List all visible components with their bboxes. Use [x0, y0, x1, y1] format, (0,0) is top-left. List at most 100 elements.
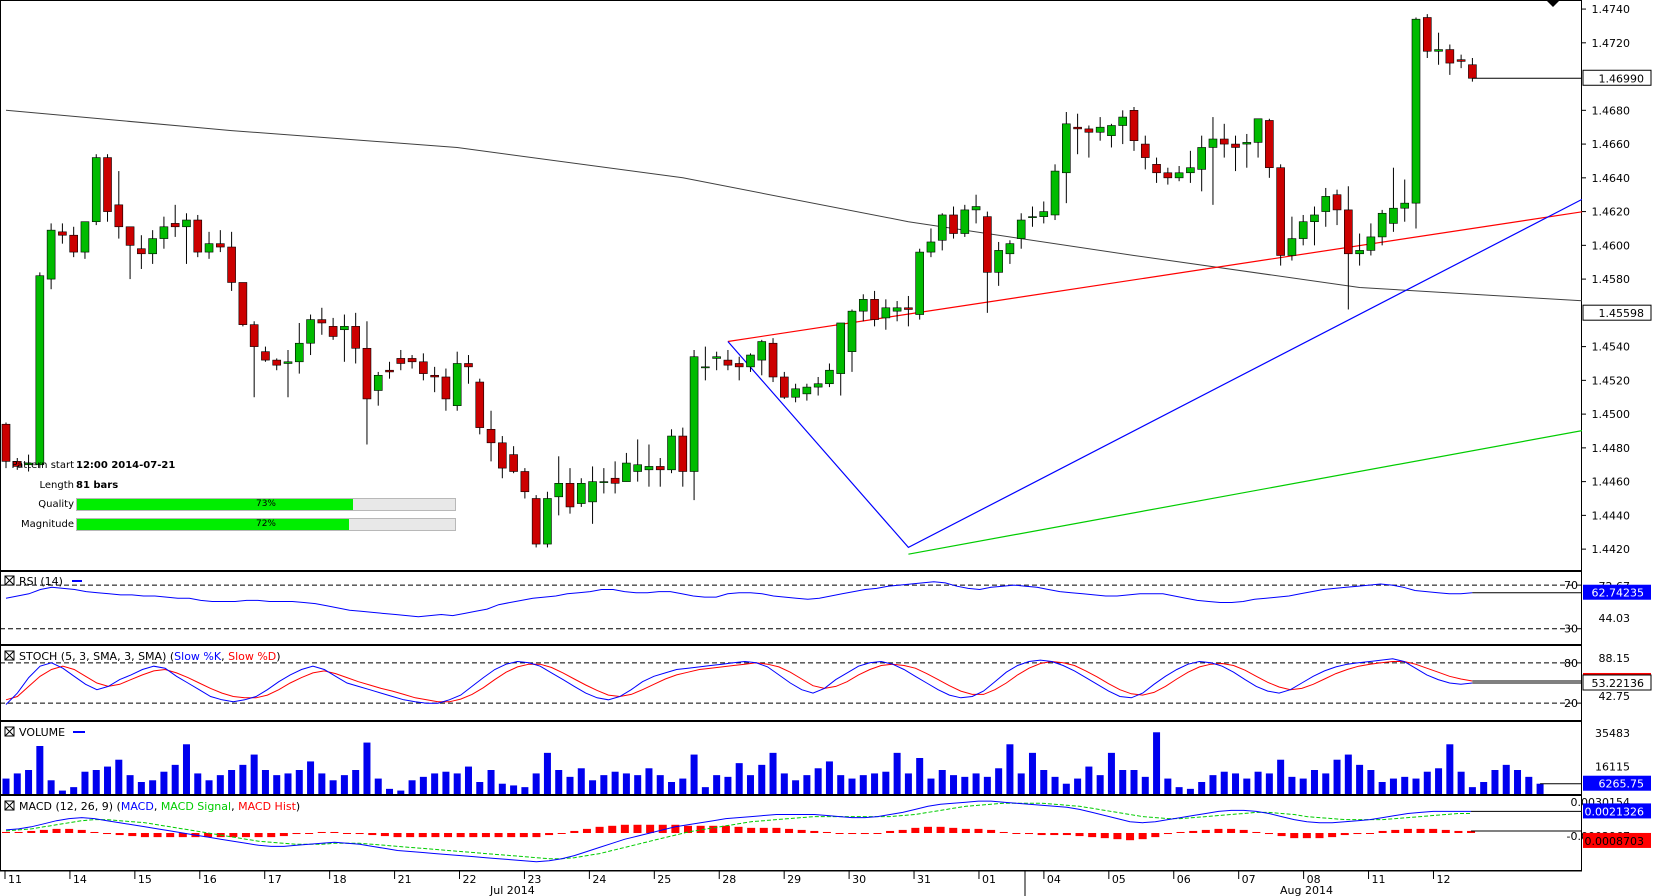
- candle-bear: [1084, 128, 1094, 133]
- time-tick-label: 15: [138, 873, 152, 886]
- macd-hist-bar: [519, 833, 528, 838]
- macd-title: MACD (12, 26, 9) (MACD, MACD Signal, MAC…: [4, 800, 300, 813]
- time-tick-label: 04: [1047, 873, 1061, 886]
- volume-pane-frame: [0, 721, 1582, 795]
- volume-bar: [228, 770, 236, 794]
- macd-hist-bar: [1366, 833, 1375, 834]
- candle-bear: [1231, 143, 1240, 148]
- candle-bear: [768, 342, 778, 378]
- macd-hist-bar: [1467, 830, 1476, 833]
- magnitude-bar-text: 72%: [255, 518, 276, 529]
- volume-pane: 35483 16115 6265.75: [2, 727, 1651, 794]
- volume-title-text: VOLUME: [19, 726, 65, 739]
- macd-hist-bar: [949, 827, 958, 833]
- candle-bear: [1265, 120, 1274, 169]
- volume-tick-label: 16115: [1595, 760, 1630, 773]
- macd-hist-bar: [1353, 833, 1362, 835]
- macd-hist-bar: [923, 826, 932, 833]
- scroll-marker-icon[interactable]: [1546, 0, 1560, 7]
- time-tick-label: 25: [657, 873, 671, 886]
- candle-bear: [69, 234, 78, 253]
- candle-bear: [114, 204, 124, 228]
- volume-bar: [1096, 775, 1104, 794]
- macd-hist-bar: [418, 833, 427, 838]
- macd-hist-bar: [848, 833, 857, 835]
- macd-hist-bar: [595, 826, 604, 833]
- candle-bull: [1186, 167, 1195, 174]
- macd-line-label: MACD: [121, 800, 154, 813]
- volume-bar: [1367, 770, 1375, 794]
- macd-hist-bar: [456, 833, 465, 838]
- macd-hist-bar: [658, 824, 667, 833]
- candle-bear: [227, 246, 236, 283]
- candle-bear: [170, 223, 180, 228]
- macd-hist-bar: [39, 829, 48, 833]
- price-pane-frame: [0, 0, 1582, 571]
- time-tick-label: 22: [463, 873, 477, 886]
- candle-bull: [1310, 214, 1319, 223]
- macd-hist-bar: [734, 826, 743, 833]
- macd-hist-bar: [204, 833, 213, 838]
- time-axis: 11 14 15 16 17 18 21 22 23 24 25 28 29 30 31 01 04 05 06 07…: [0, 870, 1582, 896]
- volume-bar: [1265, 773, 1273, 794]
- candle-bull: [1005, 243, 1015, 255]
- time-tick-label: 24: [592, 873, 606, 886]
- macd-hist-bar: [709, 825, 718, 833]
- macd-hist-bar: [1113, 833, 1122, 840]
- candle-bull: [994, 250, 1003, 273]
- pattern-magnitude-label: Magnitude: [21, 518, 74, 530]
- macd-hist-bar: [128, 833, 137, 837]
- volume-bar: [307, 761, 315, 794]
- candle-bull: [622, 462, 631, 482]
- quality-bar-fill: [77, 499, 353, 510]
- candle-bull: [701, 366, 710, 369]
- candle-bear: [125, 226, 135, 246]
- volume-bar: [1356, 764, 1364, 794]
- stoch-tick-label: 88.15: [1599, 652, 1631, 665]
- candle-bear: [137, 248, 146, 255]
- macd-hist-bar: [115, 833, 124, 836]
- candle-bull: [1208, 138, 1218, 148]
- macd-hist-bar: [1302, 833, 1311, 839]
- pattern-info-panel: Pattern start 12:00 2014-07-21 Length 81…: [8, 458, 478, 536]
- price-tick-label: 1.4620: [1592, 206, 1631, 219]
- macd-hist-bar: [1151, 833, 1160, 838]
- candle-bear: [678, 435, 688, 472]
- stoch-level-label: 80: [1564, 657, 1578, 670]
- macd-hist-bar: [2, 831, 10, 833]
- volume-bar: [904, 773, 912, 794]
- volume-bar: [656, 775, 664, 794]
- time-tick-label: 11: [1372, 873, 1386, 886]
- macd-hist-bar: [860, 833, 869, 835]
- candle-bull: [802, 386, 812, 395]
- volume-bar: [386, 788, 394, 794]
- candle-bear: [1129, 110, 1139, 142]
- macd-hist-bar: [886, 830, 895, 833]
- volume-bar: [137, 782, 145, 794]
- macd-hist-bar: [444, 833, 453, 838]
- candle-bull: [847, 310, 857, 352]
- macd-hist-value-box: [1583, 832, 1651, 848]
- volume-bar: [182, 744, 190, 794]
- candle-bear: [385, 369, 394, 373]
- rsi-tick-label: 44.03: [1599, 612, 1631, 625]
- candle-bull: [204, 243, 214, 253]
- volume-bar: [1186, 788, 1194, 794]
- candle-bear: [216, 243, 225, 248]
- volume-bar: [126, 775, 134, 794]
- volume-bar: [1006, 744, 1014, 794]
- volume-bar: [487, 770, 495, 794]
- candle-bull: [937, 214, 947, 241]
- macd-value-text: 0.0021326: [1585, 805, 1645, 818]
- candle-bear: [1332, 194, 1342, 211]
- macd-hist-bar: [1441, 829, 1450, 833]
- volume-bar: [47, 780, 55, 794]
- pattern-length-row: Length 81 bars: [8, 478, 478, 498]
- candle-bear: [904, 307, 913, 310]
- candle-bear: [1344, 209, 1353, 255]
- macd-hist-bar: [1163, 833, 1172, 835]
- time-tick-label: 05: [1112, 873, 1126, 886]
- volume-bar: [1322, 773, 1330, 794]
- volume-bar: [36, 746, 44, 794]
- macd-hist-label: MACD Hist: [238, 800, 297, 813]
